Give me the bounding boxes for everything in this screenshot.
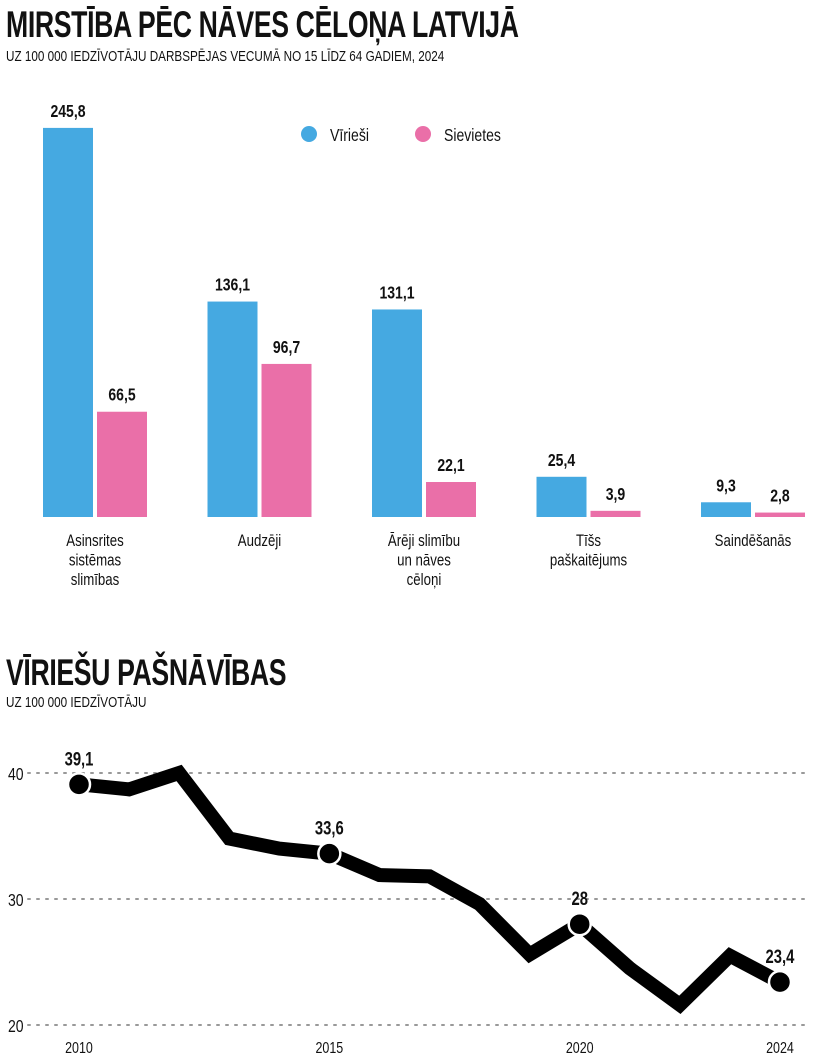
bar-women-1	[261, 363, 312, 517]
y-tick-label: 20	[8, 1016, 24, 1036]
data-point-marker	[767, 969, 793, 995]
series-line	[78, 764, 784, 1014]
bar-value-label: 96,7	[273, 337, 300, 357]
category-label: slimības	[71, 571, 120, 590]
legend-label: Sievietes	[444, 125, 501, 145]
category-label: paškaitējums	[550, 551, 628, 570]
category-label: sistēmas	[69, 551, 122, 570]
bar-value-label: 22,1	[437, 455, 464, 475]
bar-value-label: 131,1	[379, 283, 414, 303]
x-tick-label: 2020	[566, 1040, 594, 1058]
bar-chart-subtitle: UZ 100 000 IEDZĪVOTĀJU DARBSPĒJAS VECUMĀ…	[6, 48, 445, 65]
data-point-marker	[66, 772, 92, 797]
x-tick-label: 2024	[766, 1040, 794, 1058]
x-tick-label: 2010	[65, 1040, 93, 1058]
y-tick-label: 40	[8, 764, 24, 784]
bar-women-3	[590, 510, 641, 517]
bar-men-0	[43, 127, 93, 518]
bar-men-3	[536, 476, 587, 517]
bar-value-label: 2,8	[770, 486, 790, 506]
category-label: cēloņi	[407, 571, 442, 590]
data-point-marker	[567, 911, 592, 937]
bar-women-0	[97, 411, 147, 517]
category-label: Saindēšanās	[715, 532, 792, 551]
category-label: un nāves	[397, 551, 451, 570]
data-point-label: 23,4	[766, 946, 795, 967]
category-label: Ārēji slimību	[388, 532, 460, 551]
bar-men-2	[372, 309, 422, 517]
data-point-label: 28	[571, 888, 587, 909]
bar-value-label: 25,4	[548, 450, 575, 470]
bar-value-label: 136,1	[215, 275, 250, 295]
legend-marker-women	[415, 126, 431, 142]
bar-men-1	[207, 301, 258, 517]
bar-value-label: 9,3	[716, 476, 736, 496]
line-chart-title: VĪRIEŠU PAŠNĀVĪBAS	[6, 652, 287, 693]
bar-women-4	[755, 512, 805, 517]
bar-men-4	[701, 502, 751, 517]
category-label: Audzēji	[238, 532, 281, 551]
bar-value-label: 3,9	[606, 484, 626, 504]
x-tick-label: 2015	[315, 1040, 343, 1058]
data-point-label: 33,6	[315, 818, 344, 839]
category-label: Asinsrites	[66, 532, 124, 551]
category-label: Tīšs	[576, 532, 601, 551]
legend-marker-men	[301, 126, 317, 142]
data-point-label: 39,1	[65, 749, 94, 770]
bar-women-2	[426, 482, 476, 517]
bar-value-label: 245,8	[50, 101, 85, 121]
y-tick-label: 30	[8, 890, 24, 910]
line-chart-subtitle: UZ 100 000 IEDZĪVOTĀJU	[6, 694, 147, 711]
legend-label: Vīrieši	[330, 125, 369, 145]
bar-value-label: 66,5	[108, 385, 135, 405]
bar-chart-title: MIRSTĪBA PĒC NĀVES CĒLOŅA LATVIJĀ	[6, 4, 519, 45]
data-point-marker	[317, 841, 342, 866]
